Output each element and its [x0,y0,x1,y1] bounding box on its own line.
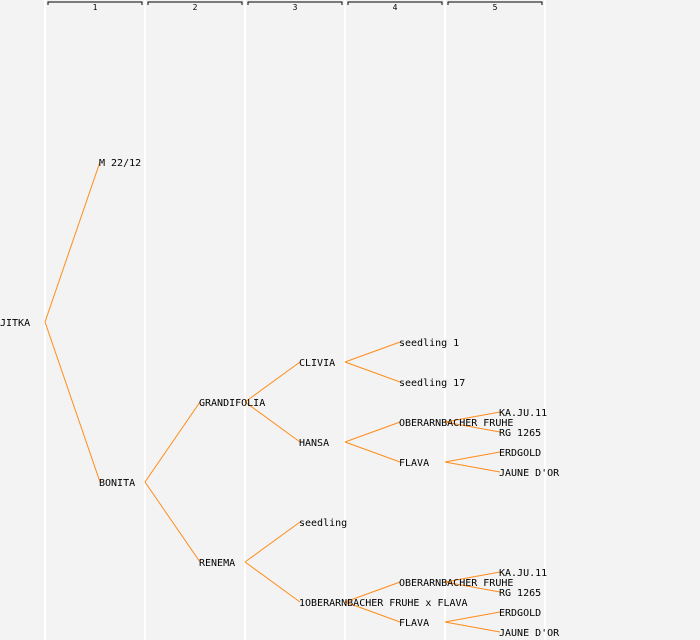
pedigree-node[interactable]: ERDGOLD [499,448,541,459]
generation-label: 4 [393,3,398,12]
pedigree-node[interactable]: HANSA [299,438,329,449]
pedigree-edges [44,161,501,633]
pedigree-edge [244,561,301,603]
pedigree-node[interactable]: BONITA [99,478,135,489]
pedigree-edge [344,441,401,463]
pedigree-node[interactable]: seedling [299,518,347,529]
generation-bracket [47,1,143,5]
pedigree-node[interactable]: JAUNE D'OR [499,628,560,639]
pedigree-node[interactable]: 1OBERARNBACHER FRUHE x FLAVA [299,598,468,609]
pedigree-edge [144,401,201,483]
pedigree-edge [444,411,501,423]
pedigree-node[interactable]: seedling 17 [399,378,465,389]
generation-label: 5 [493,3,498,12]
pedigree-edge [444,611,501,623]
pedigree-node[interactable]: JAUNE D'OR [499,468,560,479]
pedigree-edge [344,341,401,363]
pedigree-node[interactable]: OBERARNBACHER FRUHE [399,578,513,589]
pedigree-edge [344,421,401,443]
pedigree-edge [444,621,501,633]
pedigree-node[interactable]: seedling 1 [399,338,459,349]
pedigree-node[interactable]: RG 1265 [499,588,541,599]
pedigree-node[interactable]: JITKA [0,318,30,329]
generation-bracket [147,1,243,5]
pedigree-node[interactable]: FLAVA [399,618,429,629]
pedigree-edge [444,451,501,463]
pedigree-edge [344,581,401,603]
generation-bracket [447,1,543,5]
pedigree-edge [244,401,301,443]
pedigree-node[interactable]: RENEMA [199,558,235,569]
generation-headers: 1 2 3 4 5 [47,1,543,12]
pedigree-edge [444,571,501,583]
pedigree-node[interactable]: ERDGOLD [499,608,541,619]
pedigree-edge [44,161,101,323]
pedigree-node[interactable]: FLAVA [399,458,429,469]
pedigree-edge [344,601,401,623]
pedigree-edge [444,581,501,593]
pedigree-edge [444,421,501,433]
generation-bracket [347,1,443,5]
pedigree-edge [244,361,301,403]
pedigree-node[interactable]: KA.JU.11 [499,568,547,579]
pedigree-node[interactable]: M 22/12 [99,158,141,169]
column-separators [44,0,546,640]
pedigree-edge [144,481,201,563]
generation-label: 3 [293,3,298,12]
generation-label: 2 [193,3,198,12]
pedigree-edge [444,461,501,473]
pedigree-node[interactable]: RG 1265 [499,428,541,439]
pedigree-edge [44,321,101,483]
pedigree-edge [244,521,301,563]
pedigree-node[interactable]: OBERARNBACHER FRUHE [399,418,513,429]
pedigree-node[interactable]: KA.JU.11 [499,408,547,419]
pedigree-node[interactable]: GRANDIFOLIA [199,398,265,409]
pedigree-edge [344,361,401,383]
generation-label: 1 [93,3,98,12]
pedigree-node[interactable]: CLIVIA [299,358,335,369]
generation-bracket [247,1,343,5]
pedigree-nodes: JITKA M 22/12 BONITA GRANDIFOLIA CLIVIA seedl… [0,158,560,639]
